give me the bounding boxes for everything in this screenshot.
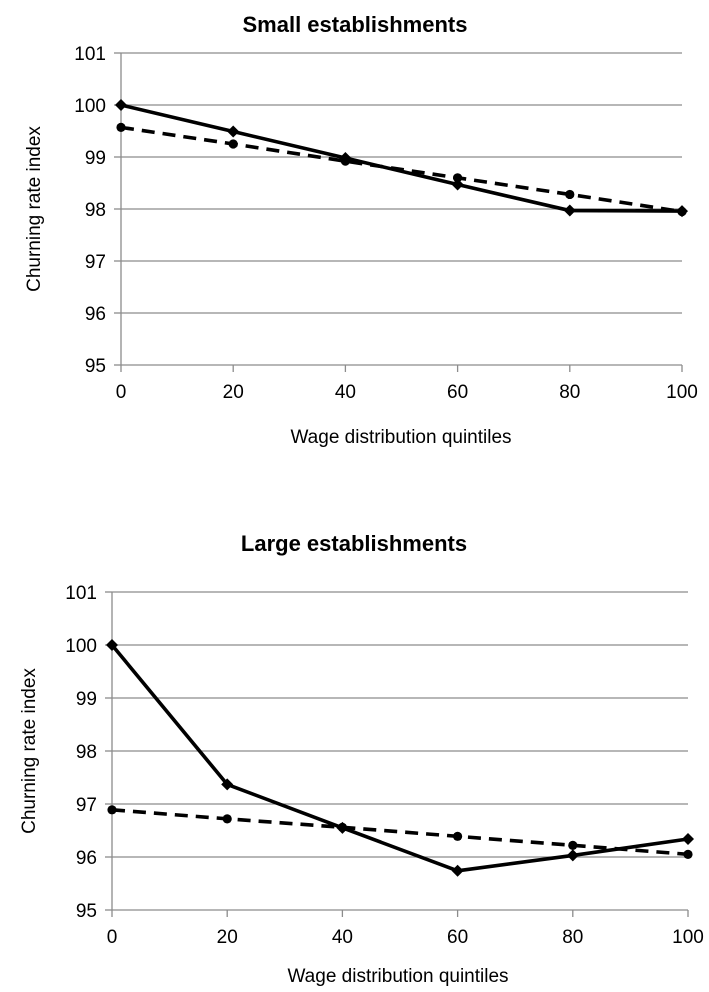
circle-marker: [683, 849, 693, 859]
y-tick-label: 97: [85, 252, 106, 273]
chart-large-establishments: Large establishments Churning rate index…: [19, 531, 704, 987]
y-tick-label: 96: [76, 848, 97, 869]
y-tick-label: 101: [65, 583, 97, 604]
chart-title: Large establishments: [241, 531, 467, 556]
x-axis-label: Wage distribution quintiles: [290, 427, 511, 448]
diamond-marker: [115, 99, 127, 111]
circle-marker: [453, 173, 463, 183]
diamond-marker: [563, 204, 576, 217]
diamond-marker: [451, 864, 464, 877]
x-tick-label: 20: [223, 382, 244, 403]
circle-marker: [453, 831, 463, 841]
series-line-solid: [120, 103, 683, 213]
x-tick-label: 40: [335, 382, 356, 403]
circle-marker: [107, 805, 117, 815]
x-tick-label: 20: [217, 927, 238, 948]
y-tick-label: 98: [76, 742, 97, 763]
x-tick-label: 80: [559, 382, 580, 403]
series-line-dashed: [111, 808, 689, 857]
y-tick-label: 99: [85, 148, 106, 169]
y-tick-label: 96: [85, 304, 106, 325]
circle-marker: [228, 139, 238, 149]
x-tick-label: 0: [116, 382, 127, 403]
y-tick-label: 99: [76, 689, 97, 710]
diamond-marker: [676, 205, 688, 218]
y-tick-label: 95: [85, 356, 106, 377]
diamond-marker: [221, 778, 234, 791]
diamond-marker: [339, 152, 352, 165]
circle-marker: [222, 814, 232, 824]
circle-marker: [116, 122, 126, 132]
series-line-solid: [110, 643, 689, 873]
x-tick-label: 0: [107, 927, 118, 948]
x-tick-label: 80: [562, 927, 583, 948]
circle-marker: [568, 840, 578, 850]
x-axis-label: Wage distribution quintiles: [287, 966, 508, 987]
circle-marker: [565, 189, 575, 200]
y-tick-label: 100: [74, 96, 106, 117]
y-axis-label: Churning rate index: [24, 126, 45, 292]
y-tick-label: 98: [85, 200, 106, 221]
y-tick-label: 100: [65, 636, 97, 657]
plot-area: 95 96 97 98 99 100 101 0 20 40 60 80 100: [74, 44, 698, 403]
plot-area: 95 96 97 98 99 100 101 0 20 40 60 80 100: [65, 583, 704, 948]
diamond-marker: [566, 849, 579, 862]
x-tick-label: 100: [666, 382, 698, 403]
diamond-marker: [106, 639, 118, 651]
diamond-marker: [227, 125, 240, 138]
x-tick-label: 60: [447, 382, 468, 403]
x-tick-label: 40: [332, 927, 353, 948]
x-tick-label: 100: [672, 927, 704, 948]
y-tick-label: 97: [76, 795, 97, 816]
diamond-marker: [682, 832, 694, 845]
diamond-marker: [336, 821, 349, 834]
chart-title: Small establishments: [243, 12, 468, 37]
y-tick-label: 95: [76, 901, 97, 922]
diamond-marker: [451, 178, 464, 191]
y-axis-label: Churning rate index: [19, 668, 40, 834]
chart-small-establishments: Small establishments Churning rate index…: [24, 12, 698, 448]
x-tick-label: 60: [447, 927, 468, 948]
y-tick-label: 101: [74, 44, 106, 65]
